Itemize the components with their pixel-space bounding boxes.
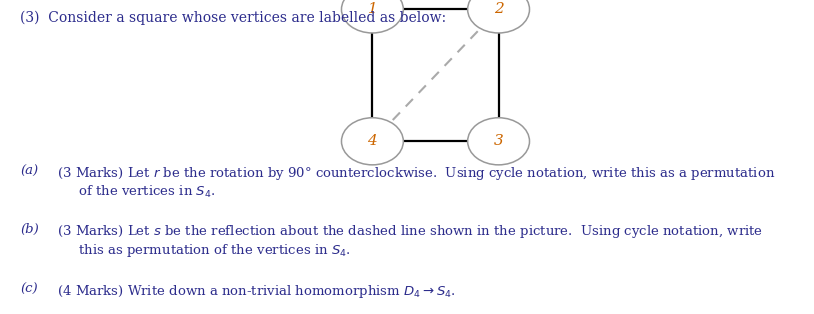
Text: (3 Marks) Let $r$ be the rotation by 90° counterclockwise.  Using cycle notation: (3 Marks) Let $r$ be the rotation by 90°… — [53, 165, 775, 200]
Text: (b): (b) — [20, 223, 39, 236]
Ellipse shape — [342, 0, 404, 33]
Text: 2: 2 — [494, 3, 503, 16]
Text: (3 Marks) Let $s$ be the reflection about the dashed line shown in the picture. : (3 Marks) Let $s$ be the reflection abou… — [53, 223, 763, 259]
Text: (4 Marks) Write down a non-trivial homomorphism $D_4 \to S_4$.: (4 Marks) Write down a non-trivial homom… — [53, 283, 456, 300]
Ellipse shape — [467, 118, 530, 165]
Text: (a): (a) — [20, 165, 38, 178]
Text: 3: 3 — [494, 134, 503, 148]
Text: 4: 4 — [368, 134, 377, 148]
Text: (3)  Consider a square whose vertices are labelled as below:: (3) Consider a square whose vertices are… — [20, 11, 446, 25]
Text: 1: 1 — [368, 3, 377, 16]
Ellipse shape — [467, 0, 530, 33]
Text: (c): (c) — [20, 283, 38, 295]
Ellipse shape — [342, 118, 404, 165]
